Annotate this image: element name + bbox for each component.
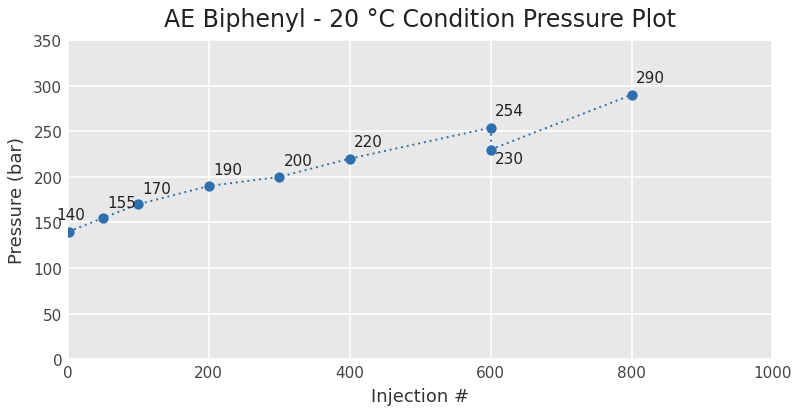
Point	[484, 147, 497, 154]
Point	[343, 156, 356, 163]
Title: AE Biphenyl - 20 °C Condition Pressure Plot: AE Biphenyl - 20 °C Condition Pressure P…	[164, 8, 676, 32]
Text: 140: 140	[56, 208, 85, 223]
Text: 155: 155	[107, 195, 136, 210]
Point	[202, 183, 215, 190]
Point	[625, 93, 638, 99]
Text: 170: 170	[142, 182, 171, 197]
Text: 254: 254	[495, 103, 524, 119]
Point	[132, 202, 145, 208]
Point	[97, 215, 110, 222]
Text: 290: 290	[636, 71, 665, 85]
Point	[62, 229, 75, 235]
Y-axis label: Pressure (bar): Pressure (bar)	[8, 137, 26, 263]
X-axis label: Injection #: Injection #	[371, 387, 469, 405]
Point	[273, 174, 286, 181]
Text: 230: 230	[495, 152, 524, 166]
Point	[484, 125, 497, 132]
Text: 200: 200	[283, 153, 312, 169]
Text: 220: 220	[354, 134, 382, 150]
Text: 190: 190	[213, 163, 242, 178]
